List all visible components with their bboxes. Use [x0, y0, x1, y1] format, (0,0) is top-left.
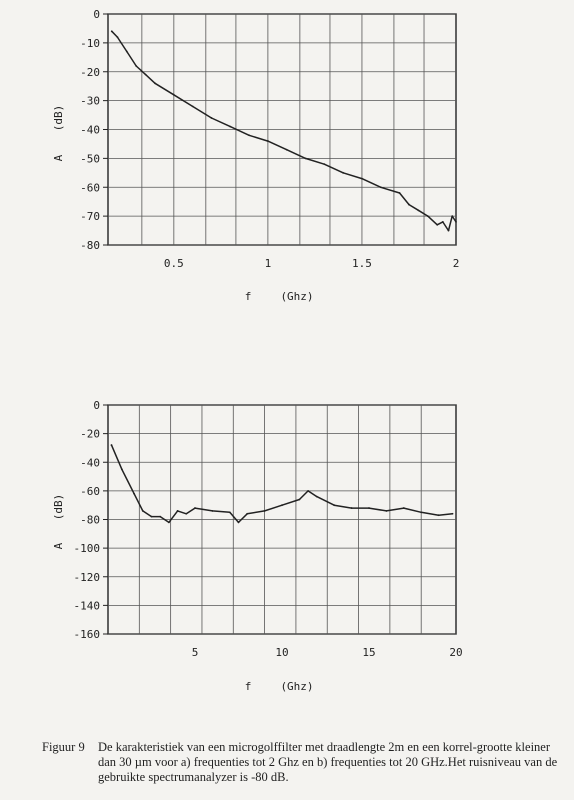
y-tick-label: 0 — [93, 8, 100, 21]
data-point — [172, 93, 175, 96]
chart-a: 0 -10 -20 -30 -40 -50 -60 -70 -80 0.5 1 1.5 2 A (dB) f (… — [52, 8, 460, 303]
data-series-line — [110, 444, 453, 524]
data-point — [116, 36, 119, 38]
x-tick-label: 0.5 — [164, 257, 184, 270]
data-point — [304, 157, 307, 160]
x-tick-label: 15 — [362, 646, 375, 659]
y-tick-label: -80 — [80, 514, 100, 527]
y-axis-label-unit: (dB) — [52, 105, 65, 132]
y-tick-label: -140 — [74, 599, 101, 612]
chart-b: 0 -20 -40 -60 -80 -100 -120 -140 -160 5 10 15 20 A (dB… — [52, 399, 463, 693]
x-tick-label: 2 — [453, 257, 460, 270]
data-point — [368, 507, 370, 509]
y-tick-label: -40 — [80, 456, 100, 469]
data-point — [159, 515, 162, 518]
data-point — [436, 223, 439, 226]
x-axis-label-unit: (Ghz) — [280, 290, 313, 303]
data-point — [361, 177, 363, 180]
data-point — [420, 511, 423, 514]
data-point — [447, 229, 450, 232]
data-point — [176, 510, 179, 512]
y-tick-label: -50 — [80, 152, 100, 165]
y-tick-label: -80 — [80, 239, 100, 252]
y-tick-label: 0 — [93, 399, 100, 412]
data-point — [154, 82, 156, 85]
y-axis-label-unit: (dB) — [52, 494, 65, 521]
data-point — [379, 186, 382, 189]
data-point — [229, 125, 232, 128]
data-point — [246, 512, 249, 515]
data-point — [266, 140, 269, 142]
data-point — [248, 134, 250, 137]
data-point — [133, 492, 136, 495]
data-point — [451, 512, 454, 515]
data-point — [298, 498, 301, 501]
y-tick-label: -60 — [80, 485, 100, 498]
y-tick-label: -10 — [80, 37, 100, 50]
x-tick-label: 10 — [275, 646, 288, 659]
y-axis-label-symbol: A — [52, 154, 65, 161]
data-point — [315, 495, 318, 498]
y-tick-label: -160 — [74, 628, 101, 641]
data-point — [237, 521, 240, 524]
y-tick-label: -40 — [80, 124, 100, 137]
data-point — [417, 209, 420, 212]
data-point — [141, 510, 144, 512]
data-point — [211, 510, 214, 512]
y-tick-label: -20 — [80, 66, 100, 79]
data-point — [402, 507, 405, 509]
x-tick-label: 1.5 — [352, 257, 372, 270]
data-point — [385, 510, 388, 512]
data-point — [307, 489, 309, 492]
data-point — [110, 30, 113, 33]
x-axis-label-symbol: f — [245, 290, 252, 303]
x-axis-label-unit: (Ghz) — [280, 680, 313, 693]
data-point — [398, 192, 401, 194]
data-point — [121, 468, 123, 471]
y-tick-label: -30 — [80, 95, 100, 108]
data-point — [350, 507, 353, 509]
data-point — [110, 444, 113, 446]
caption-text: De karakteristiek van een microgolffilte… — [98, 740, 558, 784]
x-axis-label-symbol: f — [245, 680, 252, 693]
x-tick-label: 1 — [265, 257, 272, 270]
data-point — [451, 215, 454, 218]
data-point — [426, 215, 429, 218]
y-tick-label: -70 — [80, 210, 100, 223]
y-tick-label: -60 — [80, 181, 100, 194]
data-point — [281, 504, 283, 507]
data-point — [144, 73, 147, 76]
caption-label: Figuur 9 — [42, 740, 85, 754]
data-point — [210, 117, 213, 119]
data-point — [168, 521, 170, 524]
data-point — [441, 221, 444, 223]
data-point — [285, 148, 288, 151]
data-point — [150, 515, 153, 518]
data-point — [191, 105, 194, 108]
data-point — [185, 512, 188, 515]
y-axis-label-symbol: A — [52, 542, 65, 549]
data-point — [135, 65, 138, 67]
y-tick-label: -100 — [74, 542, 101, 555]
data-point — [323, 163, 326, 166]
data-point — [194, 507, 196, 509]
data-point — [125, 50, 128, 53]
x-tick-label: 5 — [192, 646, 199, 659]
data-point — [455, 221, 457, 223]
x-tick-label: 20 — [449, 646, 462, 659]
data-point — [342, 171, 345, 174]
data-point — [437, 514, 440, 517]
data-point — [333, 504, 336, 507]
data-point — [228, 511, 231, 514]
y-tick-label: -20 — [80, 428, 100, 441]
data-point — [263, 510, 266, 512]
y-tick-label: -120 — [74, 571, 101, 584]
data-point — [408, 203, 410, 206]
